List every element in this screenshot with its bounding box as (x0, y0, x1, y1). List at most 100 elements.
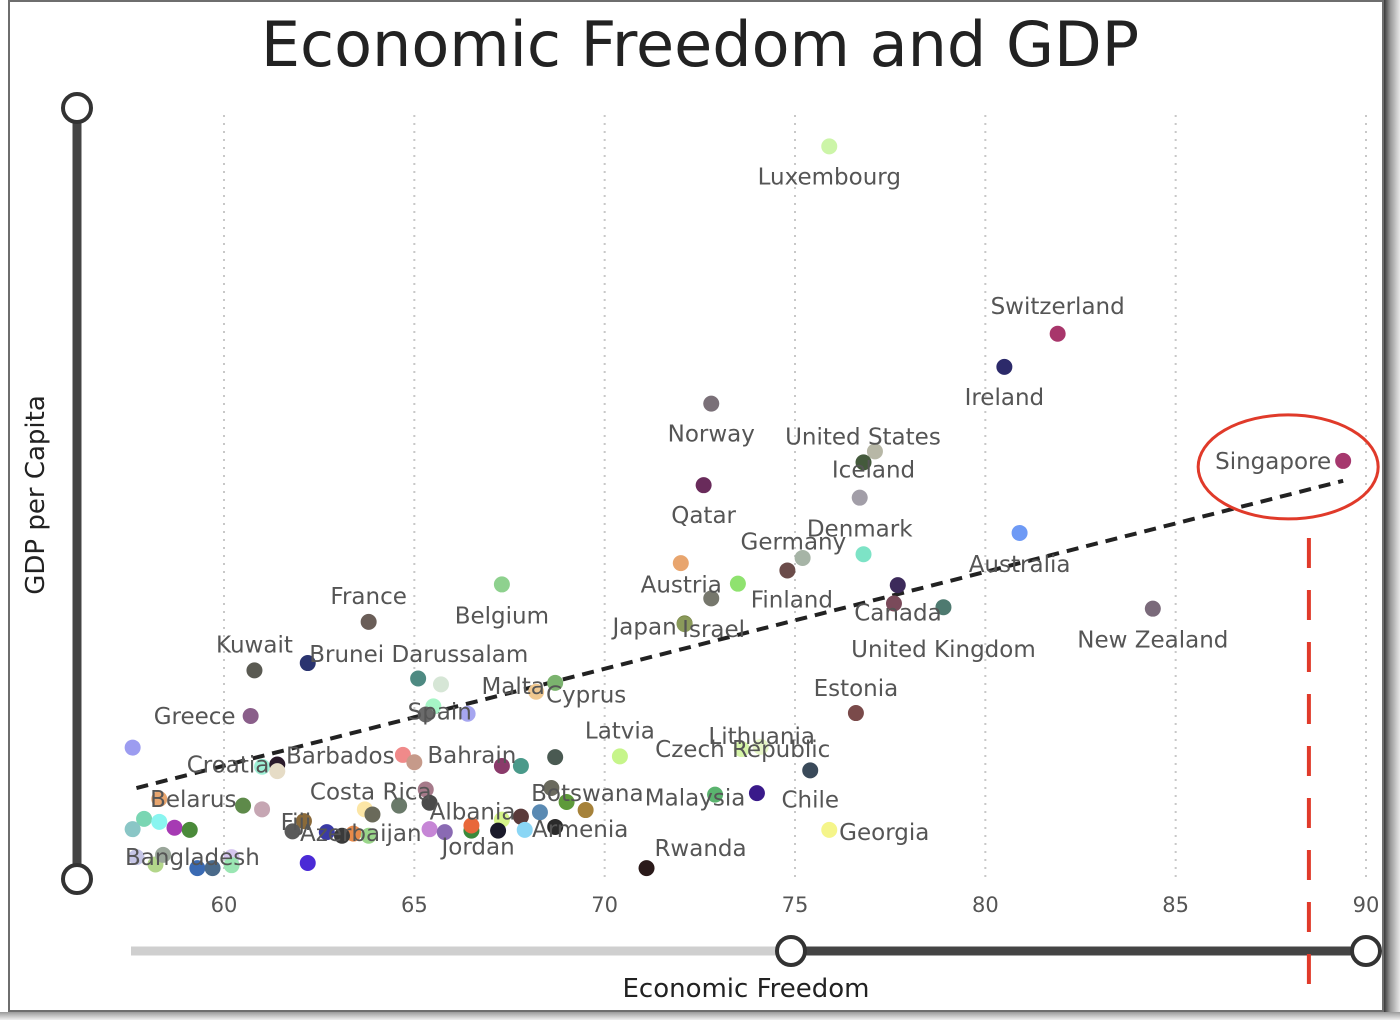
data-point-greece[interactable] (242, 707, 259, 724)
data-point-botswana[interactable] (543, 780, 560, 797)
data-point-fiji[interactable] (295, 813, 312, 830)
point-label: Jordan (439, 835, 514, 861)
data-point-spain[interactable] (417, 706, 434, 723)
data-point[interactable] (516, 821, 533, 838)
data-point[interactable] (269, 763, 286, 780)
data-point[interactable] (410, 670, 427, 687)
data-point[interactable] (235, 797, 252, 814)
data-point-jordan[interactable] (490, 822, 507, 839)
data-point[interactable] (204, 860, 221, 877)
point-label: Canada (854, 601, 942, 627)
point-label: Costa Rica (310, 779, 432, 805)
data-point-belarus[interactable] (151, 791, 168, 808)
data-point-new-zealand[interactable] (1144, 600, 1161, 617)
data-point[interactable] (459, 705, 476, 722)
data-point-malta[interactable] (547, 674, 564, 691)
data-point[interactable] (512, 757, 529, 774)
data-point[interactable] (889, 577, 906, 594)
data-point-austria[interactable] (703, 590, 720, 607)
data-point[interactable] (223, 857, 240, 874)
data-point-lithuania[interactable] (733, 741, 750, 758)
data-point[interactable] (254, 801, 271, 818)
y-slider-handle-top[interactable] (61, 92, 93, 124)
point-label: Azerbaijan (300, 821, 422, 847)
data-point-iceland[interactable] (855, 454, 872, 471)
data-point-costa-rica[interactable] (417, 781, 434, 798)
data-point[interactable] (406, 754, 423, 771)
data-point[interactable] (748, 785, 765, 802)
data-point-denmark[interactable] (851, 489, 868, 506)
data-point[interactable] (181, 821, 198, 838)
data-point-armenia[interactable] (547, 818, 564, 835)
data-point[interactable] (124, 739, 141, 756)
data-point[interactable] (855, 546, 872, 563)
data-point-latvia[interactable] (611, 748, 628, 765)
data-point-belgium[interactable] (493, 576, 510, 593)
data-point-qatar[interactable] (695, 477, 712, 494)
data-point-finland[interactable] (729, 575, 746, 592)
data-point[interactable] (189, 860, 206, 877)
data-point-malaysia[interactable] (707, 786, 724, 803)
data-point-albania[interactable] (421, 794, 438, 811)
data-point[interactable] (463, 817, 480, 834)
data-point-croatia[interactable] (254, 758, 271, 775)
data-point[interactable] (360, 827, 377, 844)
data-point[interactable] (547, 749, 564, 766)
data-point[interactable] (436, 824, 453, 841)
y-slider-handle-bottom[interactable] (61, 863, 93, 895)
data-point-united-states[interactable] (866, 443, 883, 460)
data-point-bahrain[interactable] (493, 757, 510, 774)
data-point-bangladesh[interactable] (128, 849, 145, 866)
data-point-azerbaijan[interactable] (318, 824, 335, 841)
data-point[interactable] (794, 549, 811, 566)
data-point[interactable] (672, 555, 689, 572)
data-point-germany[interactable] (779, 562, 796, 579)
data-point-ireland[interactable] (996, 358, 1013, 375)
data-point-united-kingdom[interactable] (935, 599, 952, 616)
data-point[interactable] (334, 827, 351, 844)
data-point-switzerland[interactable] (1049, 325, 1066, 342)
data-point[interactable] (421, 821, 438, 838)
data-point[interactable] (577, 802, 594, 819)
data-point[interactable] (364, 806, 381, 823)
x-slider-handle-left[interactable] (775, 935, 807, 967)
data-point-france[interactable] (360, 613, 377, 630)
data-point-norway[interactable] (703, 395, 720, 412)
data-point[interactable] (124, 821, 141, 838)
x-tick-labels: 60 65 70 75 80 85 90 (211, 893, 1380, 917)
data-point-estonia[interactable] (847, 705, 864, 722)
data-point-rwanda[interactable] (638, 860, 655, 877)
data-point[interactable] (166, 819, 183, 836)
data-point-australia[interactable] (1011, 524, 1028, 541)
data-point-georgia[interactable] (821, 821, 838, 838)
data-point-chile[interactable] (802, 762, 819, 779)
data-point-singapore[interactable] (1335, 452, 1352, 469)
point-label: United Kingdom (851, 637, 1036, 663)
data-point[interactable] (155, 846, 172, 863)
data-point-kuwait[interactable] (246, 662, 263, 679)
point-label: Qatar (671, 503, 736, 529)
window-edge-shadow (1384, 0, 1400, 1020)
data-point-cyprus[interactable] (528, 683, 545, 700)
data-point[interactable] (512, 808, 529, 825)
point-label: Botswana (531, 781, 643, 807)
x-slider-handle-right[interactable] (1350, 935, 1382, 967)
data-point[interactable] (531, 804, 548, 821)
data-point[interactable] (151, 813, 168, 830)
data-point[interactable] (391, 797, 408, 814)
data-point-czech-republic[interactable] (752, 738, 769, 755)
point-label: Switzerland (991, 294, 1125, 320)
data-point-brunei-darussalam[interactable] (299, 655, 316, 672)
data-point[interactable] (432, 676, 449, 693)
data-point-luxembourg[interactable] (821, 138, 838, 155)
data-point[interactable] (394, 746, 411, 763)
data-point[interactable] (284, 823, 301, 840)
data-point-canada[interactable] (885, 595, 902, 612)
point-label: Fiji (281, 810, 312, 836)
point-label: Belgium (455, 603, 549, 629)
data-point[interactable] (558, 793, 575, 810)
data-point-israel[interactable] (676, 616, 693, 633)
data-point[interactable] (299, 854, 316, 871)
point-label: Croatia (187, 753, 270, 779)
data-point[interactable] (136, 810, 153, 827)
